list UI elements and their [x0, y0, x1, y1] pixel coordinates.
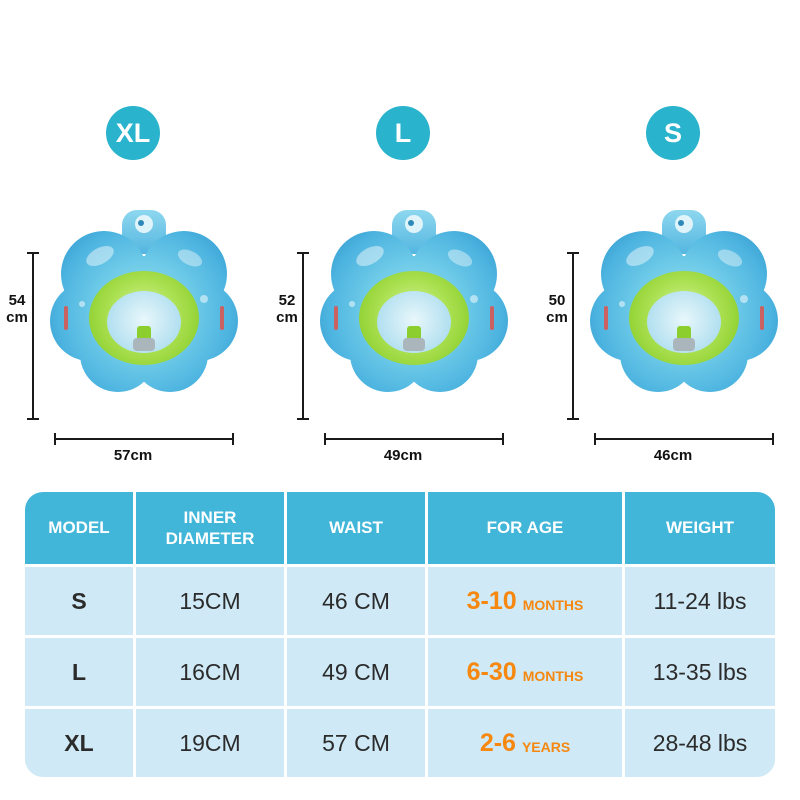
baby-float-image [590, 210, 778, 392]
age-value: 3-10 [466, 586, 517, 615]
for-age-cell: 3-10 MONTHS [428, 567, 622, 635]
height-value: 54 [8, 292, 26, 309]
height-value: 52 [278, 292, 296, 309]
height-dimension-label: 50 cm [540, 292, 574, 327]
size-column-l: L 52 cm 49cm [276, 106, 528, 486]
height-dimension-label: 54 cm [0, 292, 34, 327]
header-waist: WAIST [287, 492, 425, 564]
header-weight: WEIGHT [625, 492, 775, 564]
weight-cell: 28-48 lbs [625, 709, 775, 777]
weight-cell: 11-24 lbs [625, 567, 775, 635]
weight-cell: 13-35 lbs [625, 638, 775, 706]
height-dimension-label: 52 cm [270, 292, 304, 327]
for-age-cell: 2-6 YEARS [428, 709, 622, 777]
width-dimension-label: 57cm [113, 447, 153, 464]
height-unit: cm [6, 309, 28, 327]
model-cell: S [25, 567, 133, 635]
baby-float-image [320, 210, 508, 392]
width-dimension-line [324, 433, 504, 445]
waist-cell: 57 CM [287, 709, 425, 777]
size-badge-s: S [646, 106, 700, 160]
size-badge-l: L [376, 106, 430, 160]
age-value: 6-30 [466, 657, 517, 686]
header-inner-diameter: INNER DIAMETER [136, 492, 284, 564]
model-cell: XL [25, 709, 133, 777]
height-value: 50 [548, 292, 566, 309]
width-dimension-line [594, 433, 774, 445]
size-badge-xl: XL [106, 106, 160, 160]
inner-diameter-cell: 15CM [136, 567, 284, 635]
size-column-s: S 50 cm 46cm [546, 106, 798, 486]
height-dimension-line [567, 252, 579, 420]
size-column-xl: XL 54 cm 57cm [6, 106, 258, 486]
age-unit: YEARS [521, 738, 571, 755]
height-dimension-line [297, 252, 309, 420]
inner-diameter-cell: 19CM [136, 709, 284, 777]
height-dimension-line [27, 252, 39, 420]
for-age-cell: 6-30 MONTHS [428, 638, 622, 706]
width-dimension-line [54, 433, 234, 445]
waist-cell: 46 CM [287, 567, 425, 635]
waist-cell: 49 CM [287, 638, 425, 706]
height-unit: cm [546, 309, 568, 327]
baby-float-image [50, 210, 238, 392]
age-value: 2-6 [479, 728, 516, 757]
height-unit: cm [276, 309, 298, 327]
age-unit: MONTHS [522, 596, 584, 613]
width-dimension-label: 46cm [653, 447, 693, 464]
model-cell: L [25, 638, 133, 706]
age-unit: MONTHS [522, 667, 584, 684]
header-for-age: FOR AGE [428, 492, 622, 564]
inner-diameter-cell: 16CM [136, 638, 284, 706]
width-dimension-label: 49cm [383, 447, 423, 464]
size-chart-table: MODEL INNER DIAMETER WAIST FOR AGE WEIGH… [25, 492, 775, 777]
header-model: MODEL [25, 492, 133, 564]
